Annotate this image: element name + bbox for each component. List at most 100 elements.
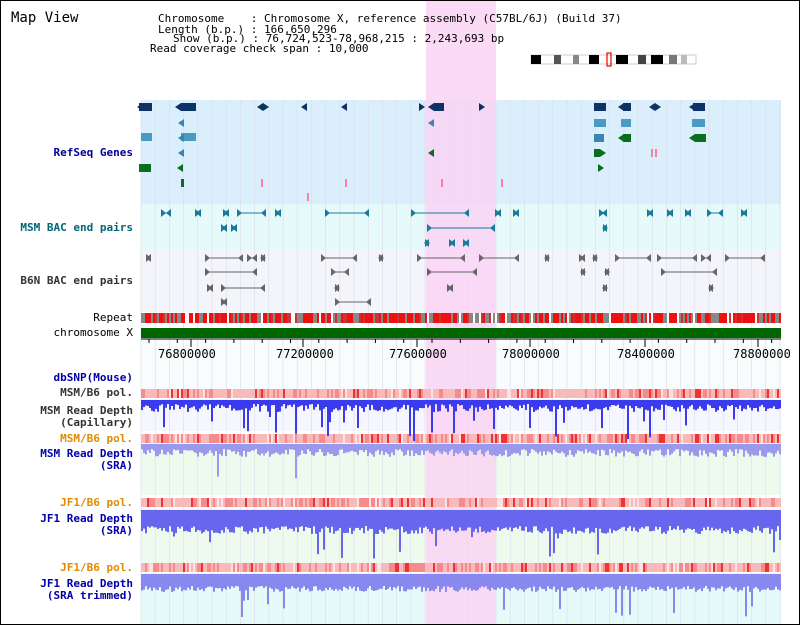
msm-cap-depth-bar	[321, 400, 323, 428]
msm-sra-depth-bar	[709, 444, 711, 453]
jf1-pol2-band	[751, 563, 753, 572]
jf1-trim-depth-bar	[527, 574, 529, 589]
msm-sra-depth-bar	[433, 444, 435, 456]
jf1-trim-depth-bar	[219, 574, 221, 588]
msm-cap-depth-bar	[759, 400, 761, 407]
bac-end	[427, 268, 432, 276]
repeat-segment	[423, 313, 425, 323]
msm-pol-band	[683, 389, 685, 398]
jf1-sra-depth-bar	[165, 510, 167, 532]
msm-sra-depth-bar	[411, 444, 413, 451]
repeat-segment	[499, 313, 501, 323]
label-jf1-pol-1[interactable]: JF1/B6 pol.	[60, 496, 133, 509]
msm-pol-band	[757, 389, 759, 398]
msm-pol2-band	[457, 434, 459, 443]
msm-cap-depth-bar	[679, 400, 681, 412]
msm-pol-band	[727, 389, 729, 398]
repeat-segment	[185, 313, 187, 323]
jf1-trim-depth-bar	[629, 574, 631, 615]
msm-pol2-band	[351, 434, 353, 443]
jf1-pol2-band	[595, 563, 597, 572]
msm-pol2-band	[731, 434, 733, 443]
jf1-pol-band	[699, 498, 701, 507]
jf1-pol2-band	[777, 563, 779, 572]
bac-end	[366, 298, 371, 306]
bac-end	[364, 209, 369, 217]
label-dbsnp[interactable]: dbSNP(Mouse)	[53, 371, 133, 384]
msm-pol2-band	[325, 434, 327, 443]
gene-block	[621, 119, 631, 127]
repeat-segment	[767, 313, 769, 323]
repeat-segment	[443, 313, 445, 323]
msm-cap-depth-bar	[385, 400, 387, 409]
msm-sra-depth-bar	[637, 444, 639, 456]
msm-cap-depth-bar	[747, 400, 749, 406]
msm-sra-depth-bar	[555, 444, 557, 452]
jf1-trim-depth-bar	[641, 574, 643, 592]
msm-pol2-band	[369, 434, 371, 443]
label-msm-depth-cap-1[interactable]: MSM Read Depth	[40, 404, 133, 417]
msm-pol-band	[631, 389, 633, 398]
msm-pol-band	[409, 389, 411, 398]
msm-pol-band	[713, 389, 715, 398]
msm-cap-depth-bar	[491, 400, 493, 409]
jf1-trim-depth-bar	[675, 574, 677, 588]
jf1-pol-band	[439, 498, 441, 507]
msm-pol-band	[629, 389, 631, 398]
jf1-trim-depth-bar	[575, 574, 577, 592]
label-msm-depth-sra-1[interactable]: MSM Read Depth	[40, 447, 133, 460]
jf1-pol-band	[325, 498, 327, 507]
label-b6n-bac[interactable]: B6N BAC end pairs	[20, 274, 133, 287]
jf1-pol2-band	[739, 563, 741, 572]
msm-pol2-band	[363, 434, 365, 443]
msm-pol2-band	[201, 434, 203, 443]
msm-sra-depth-bar	[207, 444, 209, 454]
jf1-pol-band	[303, 498, 305, 507]
jf1-trim-depth-bar	[415, 574, 417, 589]
msm-cap-depth-bar	[703, 400, 705, 411]
label-msm-pol-1[interactable]: MSM/B6 pol.	[60, 386, 133, 399]
jf1-pol2-band	[709, 563, 711, 572]
label-jf1-depth-trim-1[interactable]: JF1 Read Depth	[40, 577, 133, 590]
msm-pol2-band	[633, 434, 635, 443]
msm-cap-depth-bar	[337, 400, 339, 411]
jf1-pol2-band	[213, 563, 215, 572]
jf1-pol-band	[419, 498, 421, 507]
jf1-sra-depth-bar	[691, 510, 693, 530]
msm-pol2-band	[529, 434, 531, 443]
msm-cap-depth-bar	[711, 400, 713, 409]
msm-pol2-band	[333, 434, 335, 443]
msm-cap-depth-bar	[149, 400, 151, 409]
msm-pol-band	[575, 389, 577, 398]
label-msm-pol-2[interactable]: MSM/B6 pol.	[60, 432, 133, 445]
msm-sra-depth-bar	[659, 444, 661, 450]
repeat-segment	[349, 313, 351, 323]
jf1-sra-depth-bar	[273, 510, 275, 530]
jf1-pol-band	[553, 498, 555, 507]
msm-pol-band	[587, 389, 589, 398]
jf1-sra-depth-bar	[291, 510, 293, 529]
label-jf1-depth-sra-1[interactable]: JF1 Read Depth	[40, 512, 133, 525]
jf1-pol2-band	[143, 563, 145, 572]
jf1-trim-depth-bar	[291, 574, 293, 587]
msm-sra-depth-bar	[599, 444, 601, 457]
jf1-sra-depth-bar	[527, 510, 529, 533]
label-msm-bac[interactable]: MSM BAC end pairs	[20, 221, 133, 234]
msm-pol2-band	[349, 434, 351, 443]
msm-cap-depth-bar	[239, 400, 241, 411]
msm-pol2-band	[579, 434, 581, 443]
msm-pol-band	[673, 389, 675, 398]
label-refseq-genes[interactable]: RefSeq Genes	[53, 146, 133, 159]
bac-end	[490, 224, 495, 232]
msm-cap-depth-bar	[693, 400, 695, 410]
label-jf1-pol-2[interactable]: JF1/B6 pol.	[60, 561, 133, 574]
jf1-pol-band	[369, 498, 371, 507]
repeat-segment	[705, 313, 707, 323]
jf1-trim-depth-bar	[157, 574, 159, 591]
jf1-pol2-band	[587, 563, 589, 572]
jf1-trim-depth-bar	[293, 574, 295, 588]
jf1-pol2-band	[453, 563, 455, 572]
repeat-segment	[353, 313, 355, 323]
repeat-segment	[571, 313, 573, 323]
